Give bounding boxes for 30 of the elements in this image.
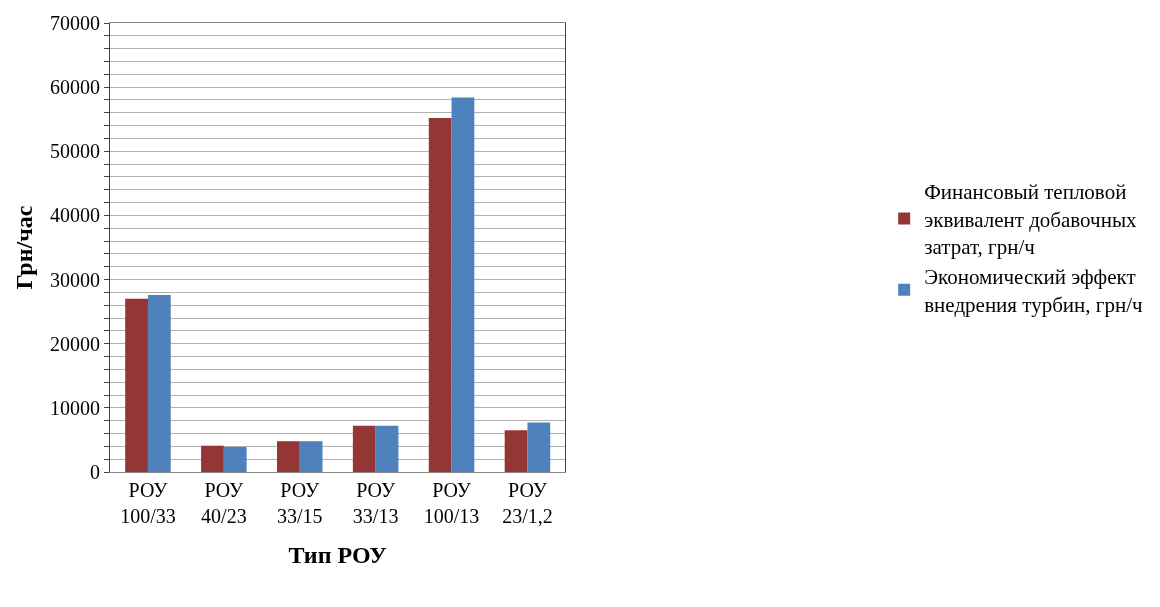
bar (223, 446, 247, 472)
bar (352, 425, 376, 472)
bar (375, 425, 399, 472)
x-axis-title: Тип РОУ (288, 542, 388, 569)
y-tick-label: 20000 (50, 332, 100, 355)
x-tick-label: РОУ 33/15 (276, 479, 323, 527)
y-tick-label: 10000 (50, 396, 100, 419)
bar (451, 97, 475, 472)
bar (504, 430, 528, 472)
y-tick-label: 70000 (50, 12, 100, 34)
bar (125, 298, 148, 472)
bar (276, 441, 300, 472)
y-tick-label: 0 (90, 461, 100, 483)
bar (299, 441, 323, 472)
legend-label: Экономический эффект внедрения турбин, грн/ч (924, 265, 1144, 317)
x-tick-label: РОУ 23/1,2 (502, 479, 553, 527)
y-tick-label: 60000 (50, 76, 100, 99)
y-tick-label: 50000 (50, 140, 100, 163)
bar (527, 422, 551, 472)
bar (201, 445, 224, 472)
x-tick-label: РОУ 100/33 (120, 479, 176, 527)
y-axis-title: Грн/час (11, 205, 38, 290)
y-tick-label: 40000 (50, 204, 100, 227)
x-tick-label: РОУ 100/13 (423, 479, 480, 527)
bar (147, 294, 171, 472)
x-tick-label: РОУ 33/13 (352, 479, 399, 527)
legend-label: Финансовый тепловой эквивалент добавочных затрат, грн/ч (924, 180, 1137, 259)
x-tick-label: РОУ 40/23 (201, 479, 247, 527)
y-tick-label: 30000 (50, 268, 100, 291)
bar (428, 117, 452, 472)
